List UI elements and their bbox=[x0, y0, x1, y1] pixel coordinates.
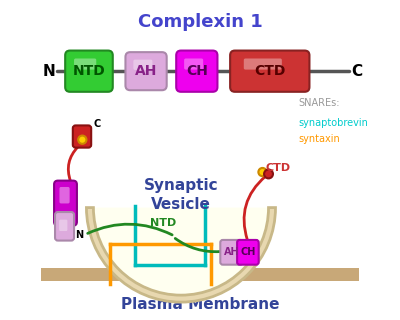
FancyBboxPatch shape bbox=[41, 268, 359, 281]
Circle shape bbox=[264, 170, 273, 178]
Text: CTD: CTD bbox=[254, 64, 286, 78]
FancyBboxPatch shape bbox=[74, 59, 96, 69]
Wedge shape bbox=[86, 208, 276, 302]
Text: AH: AH bbox=[135, 64, 157, 78]
Text: CH: CH bbox=[240, 247, 256, 257]
FancyBboxPatch shape bbox=[230, 51, 310, 92]
Text: AH: AH bbox=[224, 247, 240, 257]
Text: SNAREs:: SNAREs: bbox=[298, 98, 340, 108]
FancyBboxPatch shape bbox=[73, 125, 91, 148]
Wedge shape bbox=[92, 208, 270, 296]
Text: C: C bbox=[352, 64, 362, 79]
Text: N: N bbox=[75, 229, 83, 240]
FancyBboxPatch shape bbox=[244, 59, 282, 69]
FancyBboxPatch shape bbox=[237, 240, 259, 265]
Text: syntaxin: syntaxin bbox=[298, 134, 340, 144]
FancyBboxPatch shape bbox=[176, 51, 218, 92]
Text: Plasma Membrane: Plasma Membrane bbox=[121, 297, 279, 312]
Text: Synaptic
Vesicle: Synaptic Vesicle bbox=[144, 178, 218, 212]
Text: C: C bbox=[93, 118, 100, 129]
Text: Complexin 1: Complexin 1 bbox=[138, 13, 262, 31]
FancyBboxPatch shape bbox=[133, 60, 152, 70]
FancyBboxPatch shape bbox=[55, 212, 74, 241]
Circle shape bbox=[258, 168, 267, 176]
Text: synaptobrevin: synaptobrevin bbox=[298, 117, 368, 128]
Text: N: N bbox=[43, 64, 56, 79]
FancyBboxPatch shape bbox=[59, 220, 68, 231]
FancyBboxPatch shape bbox=[60, 187, 70, 204]
Text: CTD: CTD bbox=[265, 163, 290, 173]
FancyBboxPatch shape bbox=[126, 52, 167, 90]
Text: NTD: NTD bbox=[72, 64, 105, 78]
FancyBboxPatch shape bbox=[220, 240, 243, 265]
Circle shape bbox=[78, 136, 86, 144]
FancyBboxPatch shape bbox=[65, 51, 113, 92]
FancyBboxPatch shape bbox=[54, 180, 77, 226]
Text: CH: CH bbox=[186, 64, 208, 78]
FancyBboxPatch shape bbox=[184, 59, 203, 69]
Text: NTD: NTD bbox=[150, 219, 177, 228]
